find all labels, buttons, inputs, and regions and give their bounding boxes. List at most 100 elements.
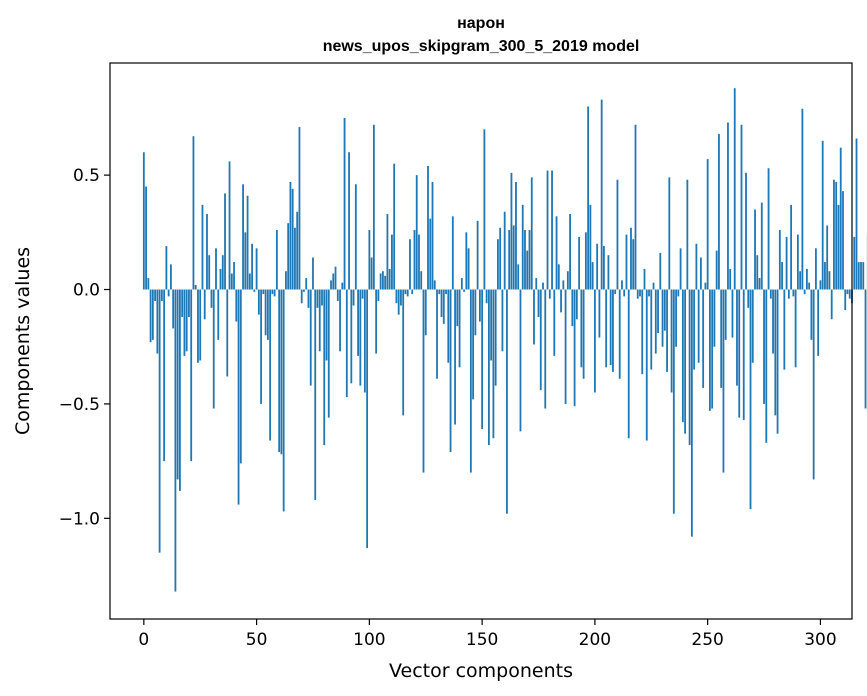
bar [400,289,402,306]
bar [864,289,867,409]
bar [776,289,779,434]
bar [188,289,190,317]
bar [751,289,754,363]
bar [749,289,752,510]
bar [641,289,644,375]
bar [763,289,765,404]
bar [688,289,691,446]
bar [210,289,213,308]
bar [406,289,409,297]
bar [275,230,278,290]
bar [668,177,671,290]
bar [862,262,865,290]
bar [487,289,490,446]
bar [548,289,551,299]
bar [447,289,450,363]
bar [230,273,233,290]
bar [848,289,851,299]
bar [828,271,831,290]
bar [618,289,621,379]
bar [312,257,314,290]
bar [580,289,583,368]
bar [264,289,267,336]
bar [614,289,617,295]
bar [652,282,655,290]
bar [805,268,808,290]
y-tick-label: −0.5 [59,395,100,415]
bar [695,243,698,290]
bar [476,220,479,290]
bar [246,195,249,290]
bar [722,289,725,473]
bar [733,88,736,290]
bar [235,289,238,322]
bar [449,289,452,452]
bar [499,227,502,290]
bar [219,268,222,290]
bar [544,289,547,409]
bar [404,289,407,295]
bar [679,248,682,290]
bar [634,124,637,290]
bar [226,289,229,377]
bar [810,289,813,340]
bar [485,289,488,304]
bar [727,122,729,290]
bar [181,289,184,317]
bar [643,268,646,290]
bar [616,179,619,290]
bar [460,278,463,290]
bar [774,289,777,416]
bar [442,289,445,324]
bar [269,289,272,441]
bar [769,289,772,299]
bar [742,289,745,420]
bar [483,129,486,290]
bar [754,209,756,290]
bar [478,289,481,322]
bar [627,289,630,439]
bar [587,106,590,290]
bar [519,289,522,432]
x-tick-label: 300 [804,630,836,650]
bar [192,136,195,290]
bar [566,271,569,290]
bar [745,172,747,290]
bar [855,138,858,290]
bar [420,271,423,290]
bar [332,273,335,290]
bar [530,177,533,290]
bar [208,255,211,290]
bar [206,214,208,290]
bar [501,289,504,352]
bar [352,289,355,306]
bar [612,289,614,372]
bar [300,289,303,304]
bar [194,284,197,290]
bar [787,289,790,299]
bar [783,289,786,370]
bar [528,230,531,290]
y-tick-label: 0.0 [73,281,100,301]
bar [303,289,305,292]
bar [345,289,348,398]
x-axis: 0 50 100 150 200 250 300 [138,619,837,650]
bar [817,289,820,356]
bar [542,282,544,290]
bar [860,262,862,290]
bar [659,252,662,290]
bar [803,289,806,295]
bar [690,289,693,537]
bar [551,170,553,290]
bar [251,243,253,290]
bar [645,289,648,441]
bar [819,280,822,290]
bar [533,289,535,345]
bar [596,243,599,290]
bar [395,289,398,304]
bar [497,239,499,290]
bar [600,99,603,290]
bar [697,289,700,363]
bar [853,236,856,290]
bar [413,230,416,290]
